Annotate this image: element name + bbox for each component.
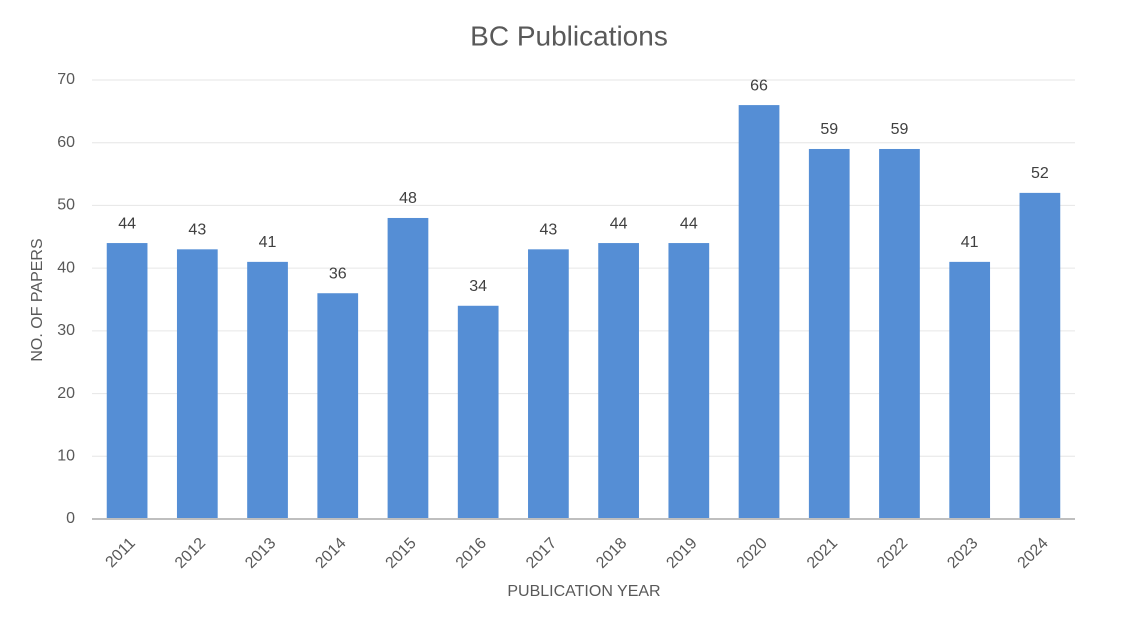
bar: [1019, 192, 1061, 519]
y-tick-label: 50: [57, 197, 75, 214]
chart-title: BC Publications: [470, 20, 668, 51]
x-axis-label: PUBLICATION YEAR: [507, 583, 660, 600]
data-label: 48: [399, 190, 417, 207]
bar: [738, 105, 780, 519]
bar: [808, 148, 850, 519]
data-label: 43: [539, 222, 557, 239]
y-tick-label: 70: [57, 71, 75, 88]
y-tick-label: 20: [57, 385, 75, 402]
data-label: 59: [820, 121, 838, 138]
y-axis-label: NO. OF PAPERS: [29, 238, 46, 361]
bar: [528, 249, 569, 520]
bar: [387, 217, 429, 519]
y-tick-label: 0: [66, 510, 75, 527]
bar: [317, 293, 359, 519]
bar: [949, 261, 991, 519]
data-label: 36: [329, 265, 347, 282]
bar: [598, 243, 639, 520]
data-label: 41: [259, 234, 277, 251]
data-label: 44: [610, 215, 628, 232]
data-label: 34: [469, 278, 487, 295]
y-tick-label: 60: [57, 134, 75, 151]
bar: [668, 243, 710, 520]
data-label: 66: [750, 77, 768, 94]
bar: [457, 305, 499, 519]
bar: [247, 261, 288, 519]
bar: [879, 148, 920, 519]
y-tick-label: 40: [57, 259, 75, 276]
data-label: 44: [118, 215, 136, 232]
data-label: 43: [188, 222, 206, 239]
bar: [106, 243, 148, 520]
data-label: 44: [680, 215, 698, 232]
data-label: 52: [1031, 165, 1049, 182]
y-tick-label: 30: [57, 322, 75, 339]
data-label: 59: [891, 121, 909, 138]
data-label: 41: [961, 234, 979, 251]
y-tick-label: 10: [57, 448, 75, 465]
bar: [176, 249, 218, 520]
